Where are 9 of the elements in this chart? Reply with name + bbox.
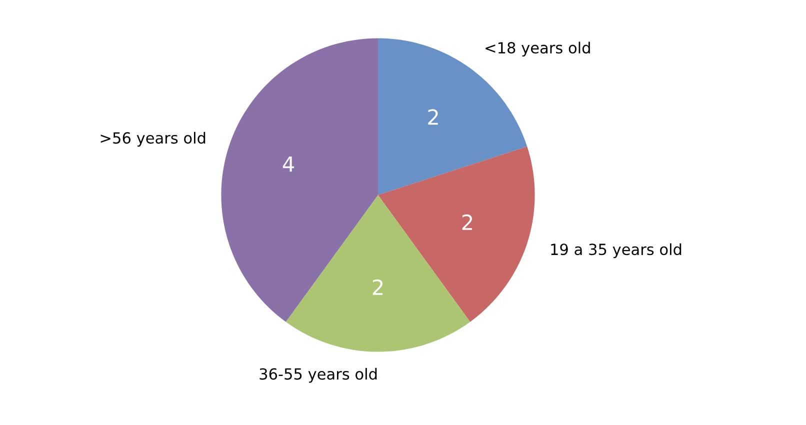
slice-label: 36-55 years old	[260, 368, 377, 383]
data-label: 2	[372, 279, 383, 295]
slice-label: <18 years old	[486, 42, 590, 57]
slice-label: 19 a 35 years old	[551, 243, 682, 258]
data-label: 4	[282, 156, 294, 172]
pie-slice	[286, 195, 470, 352]
data-label: 2	[428, 109, 438, 125]
data-label: 2	[462, 214, 472, 230]
slice-label: >56 years old	[100, 132, 206, 147]
